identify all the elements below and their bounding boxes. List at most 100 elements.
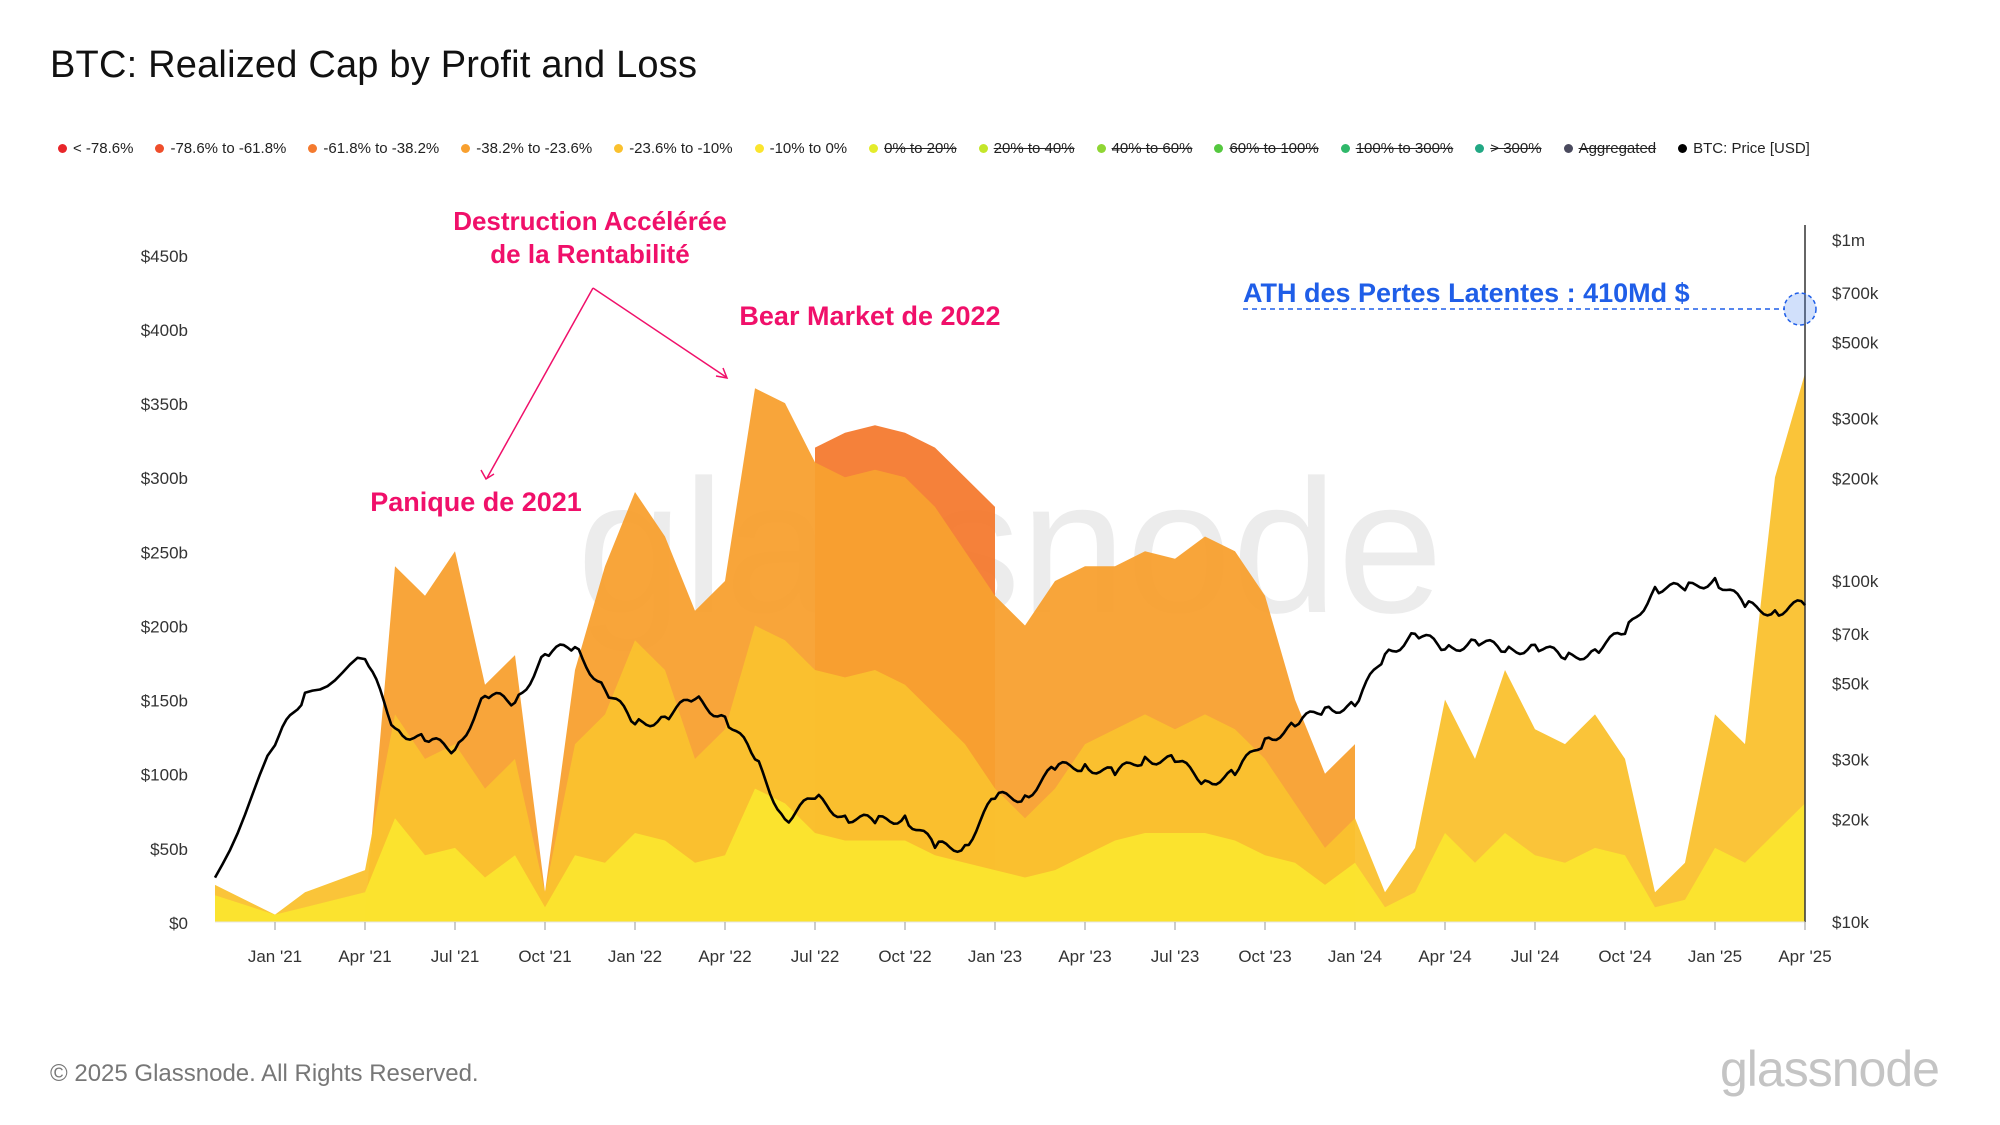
- x-tick-label: Oct '21: [518, 947, 571, 966]
- legend-dot-icon: [614, 144, 624, 153]
- legend-label: -10% to 0%: [769, 140, 848, 157]
- x-tick-label: Jan '23: [968, 947, 1022, 966]
- legend-label: 20% to 40%: [993, 140, 1075, 157]
- annotation-destruction-line2: de la Rentabilité: [490, 239, 689, 269]
- arrow-head-panique: [480, 469, 495, 481]
- legend-item[interactable]: 60% to 100%: [1214, 140, 1319, 157]
- legend-label: -38.2% to -23.6%: [476, 140, 593, 157]
- x-tick-label: Jul '22: [791, 947, 840, 966]
- legend-label: < -78.6%: [73, 140, 134, 157]
- legend-item[interactable]: -23.6% to -10%: [614, 140, 733, 157]
- y-right-tick-label: $200k: [1832, 469, 1879, 488]
- legend-item[interactable]: 100% to 300%: [1340, 140, 1454, 157]
- x-tick-label: Apr '21: [338, 947, 391, 966]
- y-left-tick-label: $250b: [141, 543, 188, 562]
- x-tick-label: Oct '22: [878, 947, 931, 966]
- y-right-tick-label: $70k: [1832, 625, 1869, 644]
- legend-dot-icon: [754, 144, 764, 153]
- x-tick-label: Apr '25: [1778, 947, 1831, 966]
- x-tick-label: Jul '24: [1511, 947, 1560, 966]
- legend-dot-icon: [869, 144, 879, 153]
- annotation-ath: ATH des Pertes Latentes : 410Md $: [1243, 278, 1690, 308]
- x-tick-label: Jul '21: [431, 947, 480, 966]
- arrow-to-bear-market: [592, 287, 727, 378]
- y-right-tick-label: $10k: [1832, 913, 1869, 932]
- legend-dot-icon: [1340, 144, 1350, 153]
- y-left-tick-label: $0: [169, 914, 188, 933]
- y-right-tick-label: $700k: [1832, 284, 1879, 303]
- y-left-tick-label: $200b: [141, 617, 188, 636]
- price-layer: [213, 576, 1806, 879]
- legend-label: BTC: Price [USD]: [1693, 140, 1810, 157]
- annotation-bear-market: Bear Market de 2022: [739, 301, 1000, 331]
- area-series--10-to-0-: [215, 788, 1805, 922]
- x-tick-label: Jan '25: [1688, 947, 1742, 966]
- x-tick-label: Oct '24: [1598, 947, 1651, 966]
- legend-label: 0% to 20%: [884, 140, 957, 157]
- legend-dot-icon: [461, 144, 471, 153]
- area-layer: [215, 373, 1805, 922]
- y-right-tick-label: $50k: [1832, 675, 1869, 694]
- legend-dot-icon: [1096, 144, 1106, 153]
- copyright-footer: © 2025 Glassnode. All Rights Reserved.: [50, 1060, 479, 1087]
- legend-item[interactable]: BTC: Price [USD]: [1678, 140, 1810, 157]
- legend: < -78.6% -78.6% to -61.8% -61.8% to -38.2%…: [58, 140, 1958, 157]
- y-right-tick-label: $100k: [1832, 572, 1879, 591]
- legend-item[interactable]: 40% to 60%: [1096, 140, 1193, 157]
- legend-item[interactable]: Aggregated: [1563, 140, 1657, 157]
- annotation-panique: Panique de 2021: [370, 487, 582, 517]
- legend-dot-icon: [1475, 144, 1485, 153]
- legend-item[interactable]: > 300%: [1475, 140, 1542, 157]
- legend-label: 60% to 100%: [1229, 140, 1319, 157]
- y-left-tick-label: $300b: [141, 469, 188, 488]
- y-right-tick-label: $300k: [1832, 409, 1879, 428]
- legend-dot-icon: [978, 144, 988, 153]
- legend-item[interactable]: -10% to 0%: [754, 140, 848, 157]
- legend-item[interactable]: 0% to 20%: [869, 140, 957, 157]
- x-tick-label: Apr '22: [698, 947, 751, 966]
- legend-label: 40% to 60%: [1111, 140, 1193, 157]
- arrow-to-panique: [486, 287, 594, 479]
- annotation-layer: Destruction Accélérée de la Rentabilité …: [370, 206, 1817, 517]
- legend-item[interactable]: 20% to 40%: [978, 140, 1075, 157]
- arrow-head-bear-market: [715, 367, 729, 379]
- ath-highlight-marker: [1783, 292, 1817, 326]
- legend-dot-icon: [308, 144, 318, 153]
- x-tick-label: Jul '23: [1151, 947, 1200, 966]
- axes-layer: $0 $50b $100b $150b $200b $250b $300b $350b $400…: [141, 225, 1879, 966]
- y-left-tick-label: $400b: [141, 321, 188, 340]
- y-right-tick-label: $500k: [1832, 334, 1879, 353]
- y-left-tick-label: $450b: [141, 247, 188, 266]
- legend-label: Aggregated: [1578, 140, 1657, 157]
- legend-item[interactable]: -38.2% to -23.6%: [461, 140, 592, 157]
- x-tick-label: Oct '23: [1238, 947, 1291, 966]
- legend-item[interactable]: -78.6% to -61.8%: [155, 140, 286, 157]
- y-left-tick-label: $150b: [141, 692, 188, 711]
- legend-item[interactable]: -61.8% to -38.2%: [308, 140, 439, 157]
- btc-price-line: [213, 576, 1806, 879]
- legend-dot-icon: [1563, 144, 1573, 153]
- y-right-tick-label: $20k: [1832, 810, 1869, 829]
- legend-item[interactable]: < -78.6%: [58, 140, 133, 157]
- glassnode-logo: glassnode: [1720, 1041, 1940, 1097]
- x-tick-label: Apr '24: [1418, 947, 1471, 966]
- x-tick-label: Jan '22: [608, 947, 662, 966]
- y-right-tick-label: $30k: [1832, 750, 1869, 769]
- x-tick-label: Jan '21: [248, 947, 302, 966]
- area-series--23-6-to-10-: [215, 373, 1805, 922]
- legend-dot-icon: [1214, 144, 1224, 153]
- chart-title: BTC: Realized Cap by Profit and Loss: [50, 44, 698, 86]
- legend-label: 100% to 300%: [1355, 140, 1454, 157]
- y-right-tick-label: $1m: [1832, 231, 1865, 250]
- annotation-destruction-line1: Destruction Accélérée: [453, 206, 727, 236]
- legend-label: -61.8% to -38.2%: [323, 140, 440, 157]
- y-left-tick-label: $50b: [150, 840, 188, 859]
- legend-dot-icon: [58, 144, 67, 153]
- legend-label: -78.6% to -61.8%: [170, 140, 287, 157]
- legend-dot-icon: [1678, 144, 1688, 153]
- legend-label: > 300%: [1490, 140, 1542, 157]
- legend-label: -23.6% to -10%: [629, 140, 733, 157]
- legend-dot-icon: [155, 144, 165, 153]
- y-left-tick-label: $350b: [141, 395, 188, 414]
